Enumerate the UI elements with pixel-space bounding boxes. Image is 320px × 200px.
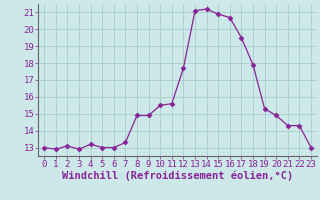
X-axis label: Windchill (Refroidissement éolien,°C): Windchill (Refroidissement éolien,°C)	[62, 171, 293, 181]
